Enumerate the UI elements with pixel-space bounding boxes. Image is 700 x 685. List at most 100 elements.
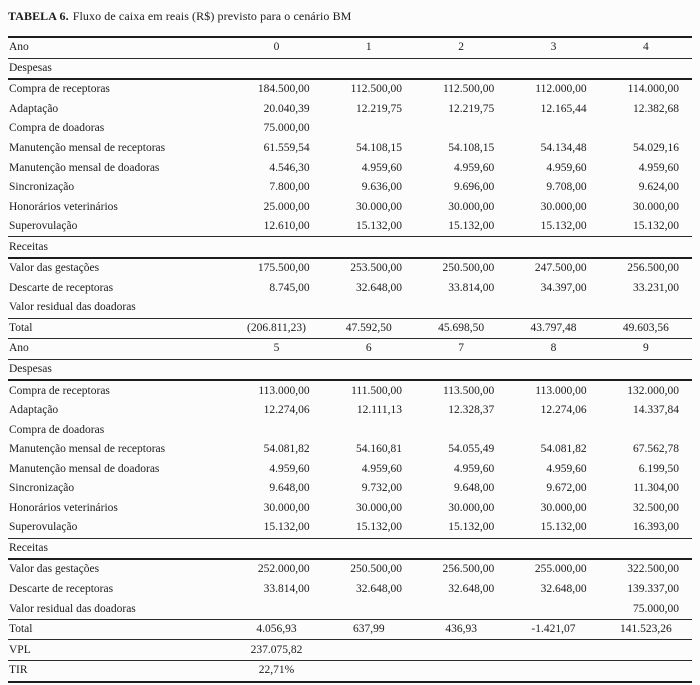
table-row: VPL 237.075,82 bbox=[8, 639, 692, 661]
row-value bbox=[507, 359, 600, 382]
row-label: Valor das gestações bbox=[9, 563, 100, 576]
row-label: Total bbox=[8, 619, 231, 641]
row-value: 30.000,00 bbox=[355, 200, 402, 213]
row-label: Ano bbox=[8, 35, 231, 59]
row-value: 4.959,60 bbox=[361, 161, 402, 174]
row-value: 54.160,81 bbox=[355, 443, 402, 456]
row-value bbox=[230, 58, 323, 81]
row-value: 30.000,00 bbox=[355, 501, 402, 514]
row-label: Descarte de receptoras bbox=[9, 281, 114, 294]
row-value bbox=[507, 236, 600, 260]
row-value: 7.800,00 bbox=[269, 181, 310, 194]
row-value: 14.337,84 bbox=[633, 404, 679, 417]
row-value bbox=[322, 58, 415, 81]
row-value: 15.132,00 bbox=[414, 216, 508, 238]
row-value bbox=[414, 298, 508, 319]
row-value: 8.745,00 bbox=[269, 281, 310, 294]
table-title-text: Fluxo de caixa em reais (R$) previsto pa… bbox=[72, 9, 352, 23]
row-value bbox=[507, 599, 600, 620]
row-value: 141.523,26 bbox=[599, 619, 692, 641]
row-value: 6.199,50 bbox=[638, 462, 679, 475]
row-value: 49.603,56 bbox=[599, 318, 692, 340]
table-row: Adaptação 20.040,39 12.219,75 12.219,75 12.1… bbox=[8, 100, 692, 120]
row-value: 33.231,00 bbox=[633, 281, 679, 294]
row-value: 30.000,00 bbox=[263, 501, 310, 514]
row-label: VPL bbox=[8, 639, 231, 661]
row-value: 32.500,00 bbox=[633, 501, 679, 514]
row-label: Descarte de receptoras bbox=[9, 583, 114, 596]
row-value: 25.000,00 bbox=[263, 200, 310, 213]
row-value: 61.559,54 bbox=[263, 142, 310, 154]
row-value: 9.732,00 bbox=[361, 482, 402, 495]
cashflow-table: Ano 0 1 2 3 4 Despesas Compra de receptoras 184.… bbox=[8, 35, 692, 683]
row-label: Honorários veterinários bbox=[9, 200, 118, 213]
row-value: 2 bbox=[414, 35, 508, 59]
row-value: 15.132,00 bbox=[507, 216, 600, 238]
row-value bbox=[230, 236, 323, 260]
table-row: Despesas bbox=[8, 359, 692, 382]
row-value: 253.500,00 bbox=[350, 262, 402, 275]
row-value: 12.610,00 bbox=[230, 216, 323, 238]
row-label: Valor residual das doadoras bbox=[8, 599, 231, 620]
table-row: Honorários veterinários 25.000,00 30.000,0… bbox=[8, 197, 692, 217]
row-label: Receitas bbox=[8, 236, 231, 260]
row-value bbox=[322, 298, 415, 319]
table-row: Manutenção mensal de doadoras 4.959,60 4.9… bbox=[8, 459, 692, 479]
row-label: Manutenção mensal de receptoras bbox=[9, 443, 166, 456]
row-value: 175.500,00 bbox=[257, 262, 310, 275]
row-value: 4.546,30 bbox=[269, 161, 310, 174]
table-row: Manutenção mensal de receptoras 61.559,54… bbox=[8, 139, 692, 159]
row-value: 4.959,60 bbox=[546, 161, 587, 174]
row-value: 12.219,75 bbox=[448, 102, 495, 115]
row-label: Despesas bbox=[8, 359, 231, 382]
row-value bbox=[415, 119, 507, 139]
row-value bbox=[322, 359, 415, 382]
row-label: Superovulação bbox=[8, 518, 231, 539]
row-value: -1.421,07 bbox=[507, 619, 600, 641]
table-row: TIR 22,71% bbox=[8, 660, 692, 683]
row-value: 33.814,00 bbox=[263, 583, 310, 596]
row-value: 322.500,00 bbox=[627, 563, 679, 576]
row-value bbox=[323, 420, 415, 440]
row-value: 12.274,06 bbox=[263, 404, 310, 417]
row-value: 4.959,60 bbox=[546, 462, 587, 475]
row-value bbox=[507, 420, 599, 440]
table-row: Compra de doadoras 75.000,00 bbox=[8, 119, 692, 139]
row-value: 255.000,00 bbox=[534, 563, 587, 576]
row-value bbox=[322, 538, 415, 561]
row-label: Compra de receptoras bbox=[9, 384, 110, 397]
row-value: 32.648,00 bbox=[540, 583, 587, 596]
row-value: 112.500,00 bbox=[442, 83, 495, 96]
row-value bbox=[507, 298, 600, 319]
row-value: 4 bbox=[599, 35, 692, 59]
table-row: Receitas bbox=[8, 538, 692, 561]
row-value: 132.000,00 bbox=[627, 384, 679, 397]
table-row: Sincronização 7.800,00 9.636,00 9.696,00 9.7… bbox=[8, 178, 692, 198]
row-value: 30.000,00 bbox=[540, 501, 587, 514]
row-value: 4.959,60 bbox=[269, 462, 310, 475]
row-value: 54.108,15 bbox=[355, 142, 402, 154]
table-row: Descarte de receptoras 33.814,00 32.648,00… bbox=[8, 580, 692, 600]
table-body: Ano 0 1 2 3 4 Despesas Compra de receptoras 184.… bbox=[8, 35, 692, 683]
row-value: 16.393,00 bbox=[599, 518, 692, 539]
row-value: 12.219,75 bbox=[355, 102, 402, 115]
row-value bbox=[414, 58, 508, 81]
row-value bbox=[230, 298, 323, 319]
row-value bbox=[507, 58, 600, 81]
row-value: 113.000,00 bbox=[535, 384, 587, 397]
row-value: 54.108,15 bbox=[448, 142, 495, 154]
row-value: 15.132,00 bbox=[507, 518, 600, 539]
row-value: 256.500,00 bbox=[627, 262, 679, 275]
row-label: Honorários veterinários bbox=[9, 501, 118, 514]
row-label: Sincronização bbox=[9, 482, 75, 495]
table-row: Ano 0 1 2 3 4 bbox=[8, 35, 692, 59]
row-label: Ano bbox=[8, 338, 231, 360]
row-value bbox=[322, 660, 415, 683]
row-label: Compra de doadoras bbox=[9, 423, 105, 436]
row-value bbox=[322, 236, 415, 260]
row-value: 32.648,00 bbox=[448, 583, 495, 596]
row-value: 9.696,00 bbox=[454, 181, 495, 194]
row-value: 4.056,93 bbox=[230, 619, 323, 641]
row-label: Receitas bbox=[8, 538, 231, 561]
